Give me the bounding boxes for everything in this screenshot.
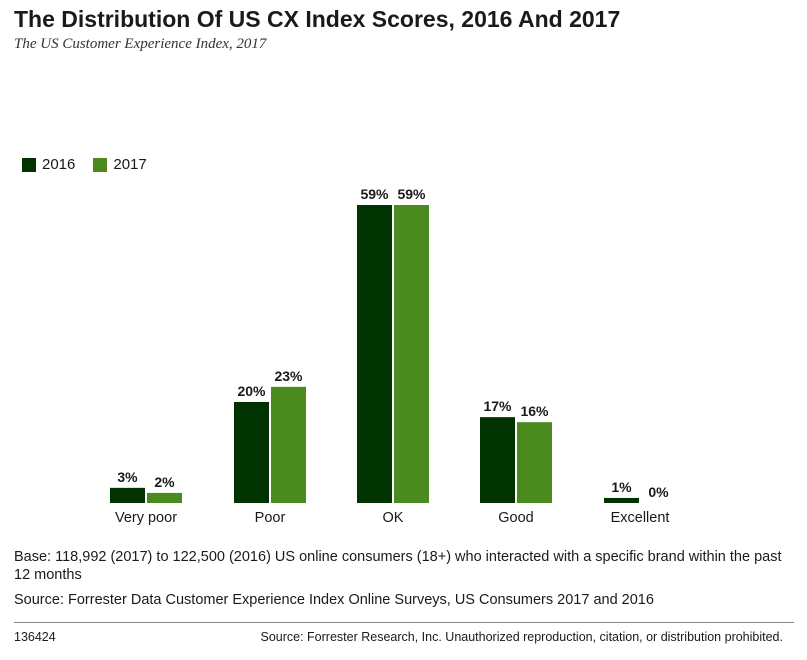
data-label-2016-ok: 59%: [360, 186, 389, 202]
data-label-2016-very-poor: 3%: [117, 469, 138, 485]
bar-chart: 3% 2% Very poor 20% 23% Poor 59% 59% OK 17% 16% Goo…: [110, 186, 670, 526]
chart-title: The Distribution Of US CX Index Scores, …: [14, 6, 621, 32]
bar-2017-good: [517, 422, 552, 503]
chart-legend: 2016 2017: [22, 156, 165, 173]
category-label-good: Good: [498, 510, 533, 526]
legend-item-2016: 2016: [22, 156, 75, 173]
base-note: Base: 118,992 (2017) to 122,500 (2016) U…: [14, 549, 782, 583]
bar-2016-ok: [357, 205, 392, 503]
data-label-2016-good: 17%: [483, 398, 512, 414]
legend-item-2017: 2017: [93, 156, 147, 173]
category-label-excellent: Excellent: [611, 510, 670, 526]
bar-2017-very-poor: [147, 492, 182, 503]
category-label-ok: OK: [383, 510, 404, 526]
category-label-very-poor: Very poor: [115, 510, 177, 526]
category-label-poor: Poor: [255, 510, 286, 526]
bar-2017-poor: [271, 386, 306, 503]
footer-copyright: Source: Forrester Research, Inc. Unautho…: [260, 630, 784, 644]
footer-divider: [14, 622, 794, 623]
bar-2016-excellent: [604, 497, 639, 503]
data-label-2017-excellent: 0%: [648, 484, 669, 500]
data-label-2016-poor: 20%: [237, 383, 266, 399]
legend-label-2017: 2017: [113, 156, 147, 173]
chart-subtitle: The US Customer Experience Index, 2017: [14, 36, 267, 52]
legend-swatch-2017: [93, 157, 108, 172]
legend-swatch-2016: [22, 157, 36, 172]
source-note: Source: Forrester Data Customer Experien…: [14, 592, 654, 608]
data-label-2017-good: 16%: [520, 403, 549, 419]
footer-id: 136424: [14, 630, 56, 644]
bar-2016-poor: [234, 401, 269, 503]
bar-2016-good: [480, 417, 515, 503]
data-label-2017-ok: 59%: [397, 186, 426, 202]
data-label-2017-very-poor: 2%: [154, 474, 175, 490]
data-label-2016-excellent: 1%: [611, 479, 632, 495]
bar-2017-ok: [394, 205, 429, 503]
bar-2016-very-poor: [110, 487, 145, 503]
legend-label-2016: 2016: [42, 156, 76, 173]
data-label-2017-poor: 23%: [274, 368, 303, 384]
